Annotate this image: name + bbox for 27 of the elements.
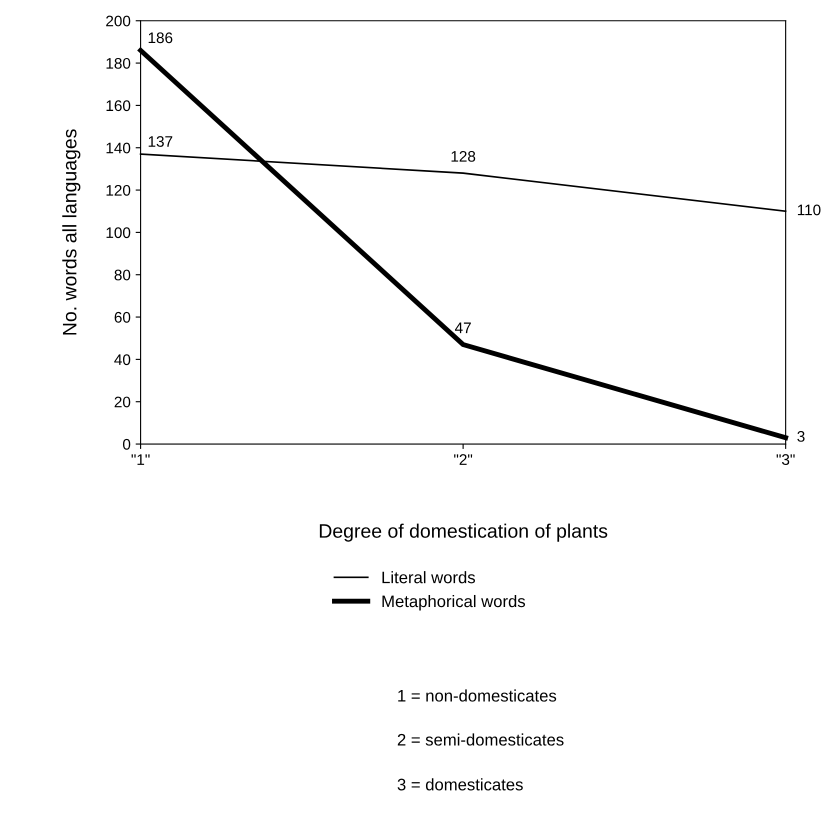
data-label: 47 — [454, 322, 471, 334]
y-tick-label: 100 — [106, 227, 130, 238]
y-tick-label: 160 — [106, 100, 130, 112]
data-label: 186 — [148, 32, 172, 44]
data-label: 137 — [148, 136, 172, 147]
legend-label: Literal words — [382, 571, 476, 584]
legend-label: Metaphorical words — [382, 594, 526, 611]
text: 3 = domesticates — [398, 778, 523, 790]
x-tick-label: "3" — [776, 454, 795, 465]
y-tick-label: 0 — [122, 438, 130, 450]
y-tick-label: 80 — [114, 270, 130, 280]
data-label: 110 — [798, 204, 821, 216]
x-tick-label: "2" — [454, 454, 472, 465]
y-tick-label: 140 — [106, 142, 130, 154]
data-label: 128 — [452, 150, 476, 162]
y-tick-label: 180 — [106, 58, 130, 69]
y-tick-label: 20 — [114, 396, 130, 408]
text: 2 = semi-domesticates — [398, 733, 564, 746]
text: 1 = non-domesticates — [398, 689, 556, 702]
y-tick-label: 200 — [106, 16, 130, 26]
y-tick-label: 40 — [114, 354, 130, 366]
y-tick-label: 60 — [114, 312, 130, 323]
x-tick-label: "1" — [132, 454, 150, 465]
y-axis-title: No. words all languages — [62, 129, 80, 335]
data-label: 3 — [797, 430, 805, 442]
y-tick-label: 120 — [106, 184, 130, 196]
x-axis-title: Degree of domestication of plants — [320, 524, 608, 542]
